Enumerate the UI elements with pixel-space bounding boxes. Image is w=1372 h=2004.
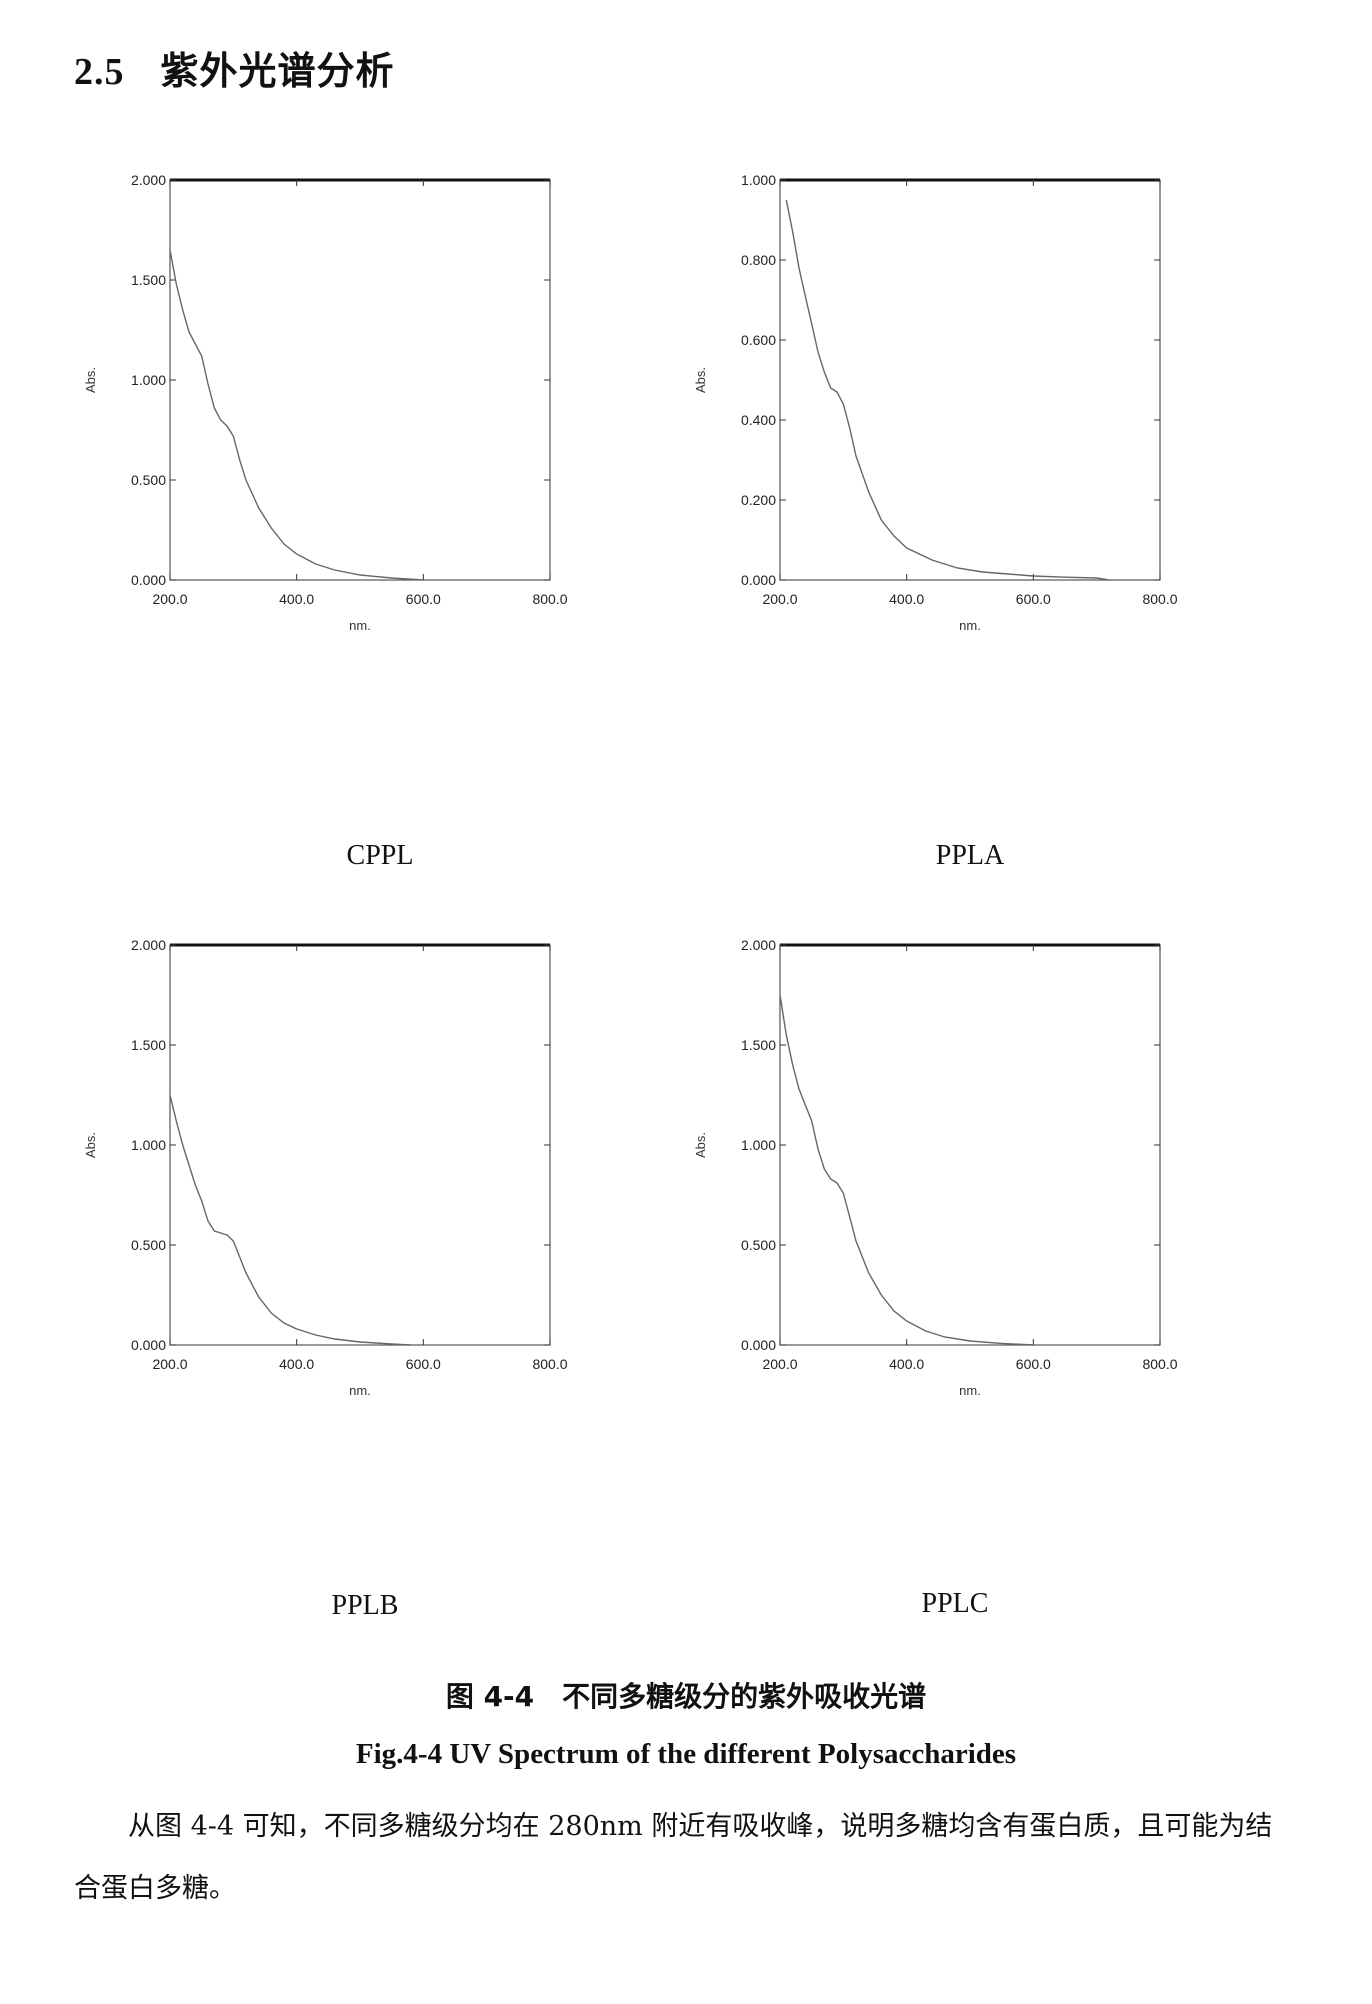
x-tick-label: 200.0 [152, 591, 187, 607]
plot-frame [779, 179, 1161, 581]
y-tick-label: 0.600 [741, 332, 776, 348]
spectrum-line [779, 994, 1034, 1346]
x-tick-label: 800.0 [1142, 591, 1177, 607]
figure-title-chinese: 图 4-4 不同多糖级分的紫外吸收光谱 [445, 1680, 927, 1713]
spectrum-line [169, 1094, 411, 1346]
y-tick-label: 0.000 [741, 572, 776, 588]
y-tick-label: 2.000 [131, 172, 166, 188]
panel-caption-ppla: PPLA [935, 840, 1005, 871]
uv-spectrum-pplc: 0.000 0.500 1.000 1.500 2.000 200.0 400.0 600.0… [693, 937, 1178, 1398]
panel-caption-pplc: PPLC [921, 1588, 989, 1619]
panel-caption-cppl: CPPL [346, 840, 414, 871]
x-tick-label: 400.0 [889, 1356, 924, 1372]
y-tick-label: 0.500 [131, 1237, 166, 1253]
plot-frame [169, 179, 551, 581]
y-axis-label: Abs. [83, 367, 98, 393]
y-tick-label: 0.500 [131, 472, 166, 488]
plot-frame [169, 944, 551, 1346]
y-tick-label: 0.000 [131, 1337, 166, 1353]
spectrum-line [169, 249, 424, 581]
plot-frame [779, 944, 1161, 1346]
chart-pplb: 0.000 0.500 1.000 1.500 2.000 200.0 400.0 600.0… [60, 925, 580, 1445]
y-tick-label: 0.200 [741, 492, 776, 508]
x-tick-label: 400.0 [889, 591, 924, 607]
x-tick-label: 600.0 [1016, 591, 1051, 607]
y-tick-label: 0.500 [741, 1237, 776, 1253]
x-axis-label: nm. [959, 618, 981, 633]
uv-spectrum-ppla: 0.000 0.200 0.400 0.600 0.800 1.000 200.0 400.0… [693, 172, 1178, 633]
y-tick-label: 1.500 [131, 272, 166, 288]
spectrum-line [785, 199, 1110, 581]
chart-ppla: 0.000 0.200 0.400 0.600 0.800 1.000 200.0 400.0… [670, 160, 1190, 680]
section-heading: 2.5 紫外光谱分析 [74, 40, 395, 95]
x-tick-label: 600.0 [406, 591, 441, 607]
y-axis-label: Abs. [83, 1132, 98, 1158]
y-tick-label: 1.000 [131, 372, 166, 388]
x-tick-label: 200.0 [762, 1356, 797, 1372]
x-axis-label: nm. [959, 1383, 981, 1398]
body-paragraph: 从图 4-4 可知，不同多糖级分均在 280nm 附近有吸收峰，说明多糖均含有蛋… [74, 1811, 1273, 1904]
x-tick-label: 400.0 [279, 1356, 314, 1372]
x-tick-label: 800.0 [532, 591, 567, 607]
section-title: 紫外光谱分析 [160, 49, 395, 93]
y-tick-label: 0.000 [131, 572, 166, 588]
y-axis-label: Abs. [693, 367, 708, 393]
x-tick-label: 200.0 [762, 591, 797, 607]
panel-caption-pplb: PPLB [331, 1590, 399, 1621]
y-tick-label: 0.800 [741, 252, 776, 268]
y-tick-label: 2.000 [741, 937, 776, 953]
uv-spectrum-cppl: 0.000 0.500 1.000 1.500 2.000 200.0 400.0 600.0… [83, 172, 568, 633]
y-tick-label: 0.400 [741, 412, 776, 428]
y-tick-label: 2.000 [131, 937, 166, 953]
chart-cppl: 0.000 0.500 1.000 1.500 2.000 200.0 400.0 600.0… [60, 160, 580, 680]
x-tick-label: 800.0 [532, 1356, 567, 1372]
x-tick-label: 400.0 [279, 591, 314, 607]
y-tick-label: 1.500 [741, 1037, 776, 1053]
x-tick-label: 600.0 [1016, 1356, 1051, 1372]
section-number: 2.5 [74, 51, 125, 93]
x-axis-label: nm. [349, 1383, 371, 1398]
y-axis-label: Abs. [693, 1132, 708, 1158]
y-tick-label: 1.000 [131, 1137, 166, 1153]
x-tick-label: 800.0 [1142, 1356, 1177, 1372]
y-tick-label: 0.000 [741, 1337, 776, 1353]
x-tick-label: 600.0 [406, 1356, 441, 1372]
uv-spectrum-pplb: 0.000 0.500 1.000 1.500 2.000 200.0 400.0 600.0… [83, 937, 568, 1398]
x-axis-label: nm. [349, 618, 371, 633]
figure-title-english: Fig.4-4 UV Spectrum of the different Pol… [355, 1738, 1017, 1770]
chart-pplc: 0.000 0.500 1.000 1.500 2.000 200.0 400.0 600.0… [670, 925, 1190, 1445]
y-tick-label: 1.000 [741, 1137, 776, 1153]
y-tick-label: 1.500 [131, 1037, 166, 1053]
x-tick-label: 200.0 [152, 1356, 187, 1372]
y-tick-label: 1.000 [741, 172, 776, 188]
